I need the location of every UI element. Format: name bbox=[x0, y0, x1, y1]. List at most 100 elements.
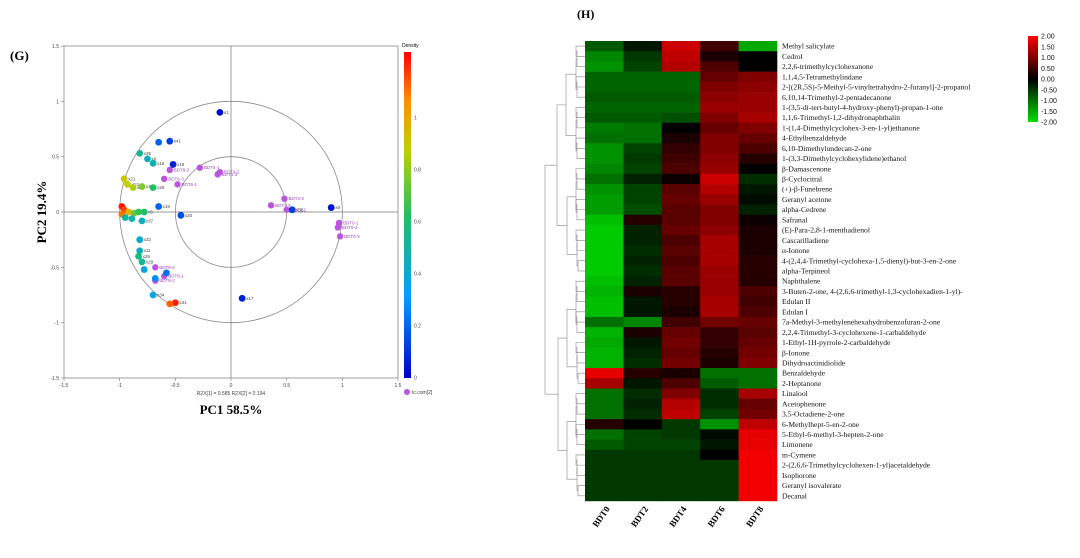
dendrogram-link bbox=[576, 204, 585, 221]
heatmap-cell bbox=[661, 143, 701, 154]
observation-point bbox=[166, 166, 173, 174]
heatmap-cell bbox=[623, 408, 663, 420]
heatmap-cell bbox=[585, 92, 624, 103]
heatmap-cell bbox=[738, 449, 778, 461]
variable-point bbox=[155, 203, 163, 210]
variable-point bbox=[136, 236, 144, 244]
panel-label-h: (H) bbox=[577, 7, 594, 21]
variable-label: x1 bbox=[224, 110, 229, 115]
heatmap-cell bbox=[700, 490, 739, 502]
heatmap-cell bbox=[661, 265, 701, 277]
heatmap-cell bbox=[661, 429, 701, 440]
dendrogram-link bbox=[576, 50, 585, 67]
heatmap-cell bbox=[700, 368, 739, 379]
heatmap-cell bbox=[623, 204, 663, 216]
heatmap-cell bbox=[738, 61, 778, 72]
dendrogram-link bbox=[576, 142, 585, 159]
heatmap-cell bbox=[585, 306, 624, 318]
heatmap-cell bbox=[700, 153, 739, 164]
variable-point bbox=[136, 247, 144, 255]
heatmap-cell bbox=[661, 337, 701, 348]
dendrogram-link bbox=[565, 73, 576, 136]
heatmap-cell bbox=[661, 357, 701, 369]
heatmap-cell bbox=[738, 132, 778, 144]
heatmap-cell bbox=[738, 296, 778, 308]
heatmap-cell bbox=[738, 235, 778, 246]
dendrogram-link bbox=[575, 137, 585, 149]
heatmap-cell bbox=[623, 470, 663, 481]
heatmap-cell bbox=[700, 81, 739, 93]
dendrogram-link bbox=[556, 104, 567, 226]
heatmap-cell bbox=[700, 61, 739, 72]
heatmap-column-label: BDT0 bbox=[590, 504, 612, 529]
heatmap-cell bbox=[585, 153, 624, 164]
heatmap-cell bbox=[661, 71, 701, 83]
dendrogram-link bbox=[576, 173, 585, 190]
heatmap-row-label: β-Damascenone bbox=[782, 164, 832, 173]
heatmap-cell bbox=[623, 357, 663, 369]
heatmap-cell bbox=[738, 81, 778, 93]
heatmap-cell bbox=[585, 173, 624, 185]
heatmap-cell bbox=[623, 173, 663, 185]
heatmap-cell bbox=[700, 184, 739, 195]
heatmap-cell bbox=[623, 61, 663, 72]
heatmap-cell bbox=[585, 204, 624, 216]
heatmap-cell bbox=[585, 51, 624, 62]
heatmap-cell bbox=[738, 245, 778, 256]
variable-label: x19 bbox=[163, 204, 171, 209]
heatmap-cell bbox=[585, 316, 624, 328]
variable-point bbox=[138, 258, 146, 266]
heatmap-cell bbox=[623, 490, 663, 502]
variable-label: x5 bbox=[148, 210, 153, 215]
heatmap-cell bbox=[738, 347, 778, 359]
variable-point bbox=[144, 155, 151, 163]
heatmap-cell bbox=[738, 480, 778, 491]
variable-point bbox=[171, 299, 179, 307]
heatmap-cell bbox=[585, 347, 624, 359]
variable-label: x41 bbox=[174, 139, 182, 144]
heatmap-cell bbox=[585, 81, 624, 93]
heatmap-cell bbox=[661, 41, 701, 52]
heatmap-cell bbox=[585, 419, 624, 430]
heatmap-cell bbox=[700, 204, 739, 216]
heatmap-cell bbox=[623, 224, 663, 236]
legend-label: tc.com[2] bbox=[412, 390, 433, 396]
heatmap-cell bbox=[623, 378, 663, 389]
heatmap-cell bbox=[700, 429, 739, 440]
heatmap-cell bbox=[661, 398, 701, 410]
heatmap-cell bbox=[738, 41, 778, 52]
heatmap-cell bbox=[700, 235, 739, 246]
observation-label: BDT2-3 bbox=[275, 203, 291, 208]
heatmap-cell bbox=[585, 327, 624, 338]
heatmap-cell bbox=[700, 388, 739, 399]
heatmap-row-label: 2,2,6-trimethylcyclohexanone bbox=[782, 62, 874, 71]
heatmap-cell bbox=[700, 357, 739, 369]
heatmap-cell bbox=[700, 480, 739, 491]
heatmap-row-label: 5-Ethyl-6-methyl-3-hepten-2-one bbox=[782, 430, 884, 439]
observation-point bbox=[334, 224, 342, 231]
row-dendrogram bbox=[544, 45, 585, 497]
observation-point bbox=[336, 233, 344, 240]
heatmap-cell bbox=[738, 398, 778, 410]
heatmap-cell bbox=[623, 194, 663, 205]
heatmap-cell bbox=[738, 388, 778, 399]
heatmap-row-label: α-Ionone bbox=[782, 246, 810, 255]
heatmap-colorbar-tick-label: 0.50 bbox=[1041, 66, 1055, 73]
heatmap-cell bbox=[738, 460, 778, 471]
heatmap-cell bbox=[661, 368, 701, 379]
pca-y-tick-label: 0.5 bbox=[52, 155, 59, 161]
variable-label: x17 bbox=[246, 296, 254, 301]
heatmap-colorbar bbox=[1028, 36, 1038, 122]
variable-point bbox=[166, 137, 174, 145]
variable-point bbox=[163, 269, 170, 277]
observation-label: BDT8-3 bbox=[159, 265, 175, 270]
heatmap-cell bbox=[700, 327, 739, 338]
observation-point bbox=[174, 181, 181, 188]
heatmap-cell bbox=[585, 255, 624, 267]
heatmap-row-label: Acetophenone bbox=[782, 399, 826, 408]
heatmap-cell bbox=[661, 327, 701, 338]
heatmap-row-label: 6,10,14-Trimethyl-2-pentadecanone bbox=[782, 93, 892, 102]
heatmap-cell bbox=[585, 122, 624, 134]
heatmap-row-label: 3-Buten-2-one, 4-(2,6,6-trimethyl-1,3-cy… bbox=[782, 287, 963, 296]
variable-point bbox=[149, 159, 157, 167]
